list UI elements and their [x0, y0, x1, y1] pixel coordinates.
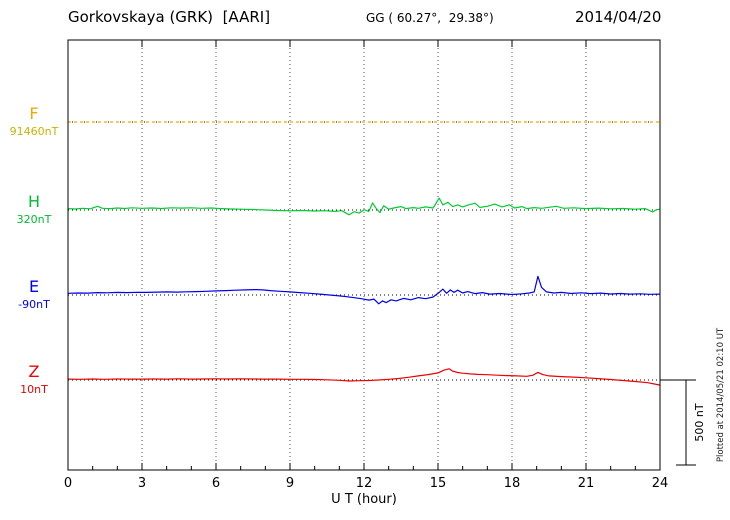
trace-Z [67, 368, 661, 386]
plot-frame [67, 39, 661, 471]
tick-label-15: 15 [430, 476, 447, 491]
component-label-z: Z 10nT [4, 362, 64, 397]
geographic-coordinates: GG ( 60.27°, 29.38°) [366, 11, 494, 25]
component-baseline-z: 10nT [20, 383, 48, 396]
component-label-h: H 320nT [4, 192, 64, 227]
tick-label-0: 0 [64, 476, 72, 491]
tick-label-12: 12 [356, 476, 373, 491]
component-letter-f: F [29, 104, 39, 123]
component-baseline-h: 320nT [16, 213, 52, 226]
tick-label-3: 3 [138, 476, 146, 491]
tick-label-21: 21 [578, 476, 595, 491]
component-label-e: E -90nT [4, 277, 64, 312]
tick-label-9: 9 [286, 476, 294, 491]
trace-E [67, 275, 661, 305]
plot-date: 2014/04/20 [575, 8, 662, 26]
component-label-f: F 91460nT [4, 104, 64, 139]
tick-label-6: 6 [212, 476, 220, 491]
component-baseline-e: -90nT [18, 298, 50, 311]
plotted-at-note: Plotted at 2014/05/21 02:10 UT [716, 327, 726, 462]
component-letter-z: Z [28, 362, 40, 381]
station-title: Gorkovskaya (GRK) [AARI] [68, 8, 271, 26]
tick-label-24: 24 [652, 476, 669, 491]
tick-label-18: 18 [504, 476, 521, 491]
component-baseline-f: 91460nT [9, 125, 59, 138]
component-letter-h: H [27, 192, 41, 211]
scalebar-label: 500 nT [693, 403, 706, 441]
component-letter-e: E [28, 277, 40, 296]
x-axis-label: U T (hour) [331, 492, 397, 507]
trace-H [67, 197, 661, 216]
